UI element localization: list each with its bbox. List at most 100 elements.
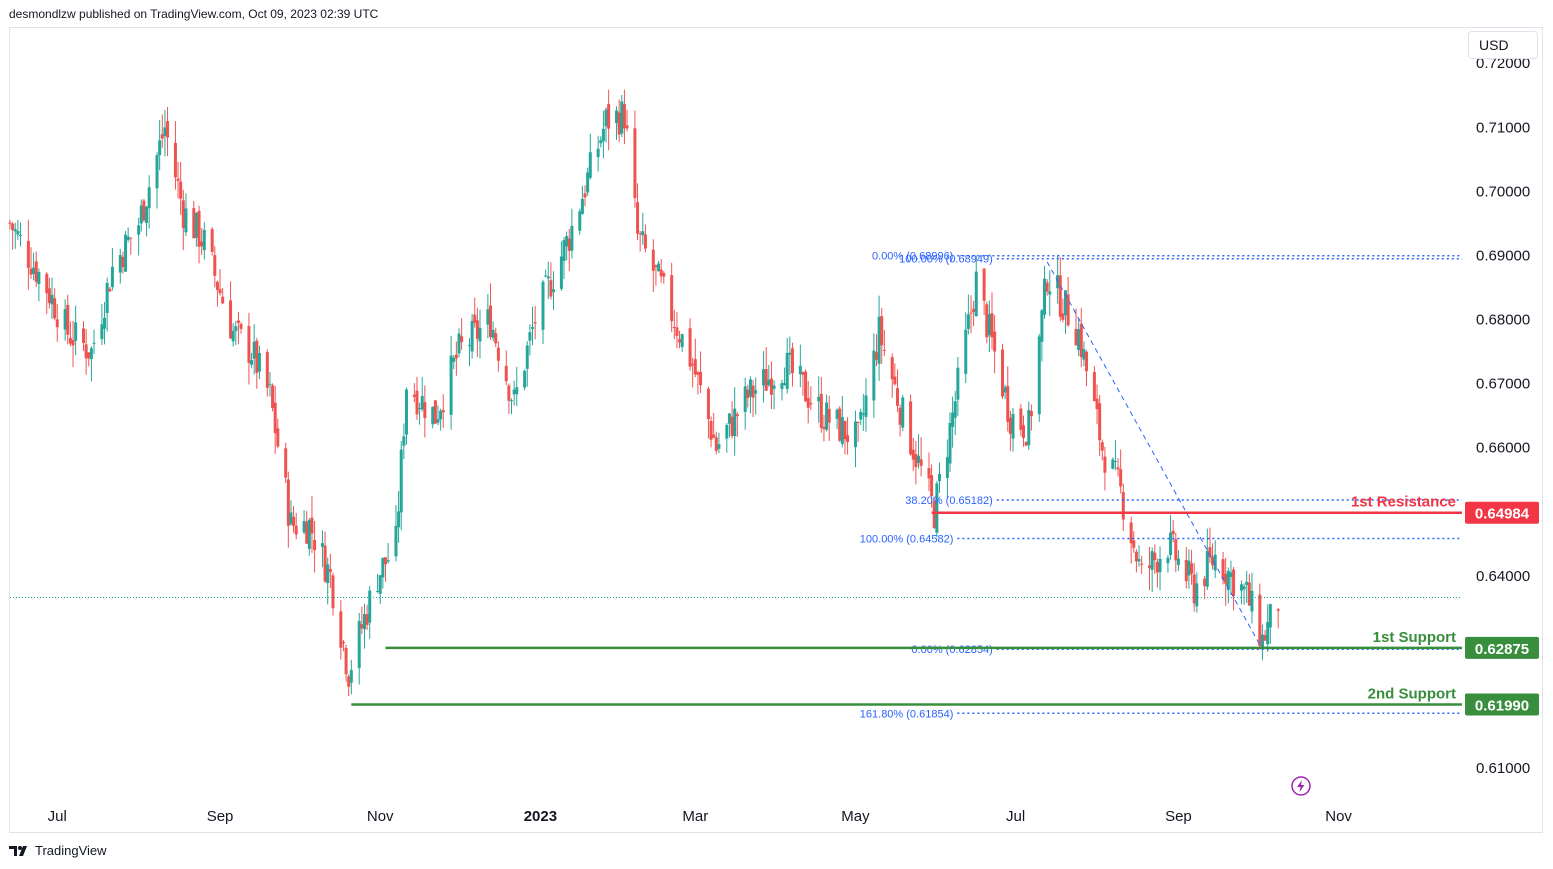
candle-body	[1121, 492, 1125, 520]
candle-body	[780, 383, 784, 390]
candle-body	[286, 479, 290, 526]
candle-body	[1037, 336, 1041, 415]
candle-body	[743, 386, 747, 413]
candle-body	[1155, 562, 1159, 573]
candle-body	[678, 339, 682, 343]
candle-body	[1242, 586, 1246, 590]
candle-body	[531, 327, 535, 329]
candle-body	[155, 155, 159, 189]
candle-body	[1153, 552, 1157, 561]
candle-body	[956, 367, 960, 400]
candle-body	[399, 449, 403, 513]
candle-body	[790, 348, 794, 374]
candle-body	[636, 202, 640, 234]
candle-body	[838, 408, 842, 441]
lightning-icon[interactable]	[1290, 775, 1312, 797]
price-tag-value: 0.62875	[1475, 641, 1529, 658]
candle-body	[1190, 563, 1194, 574]
y-tick-label: 0.71000	[1476, 119, 1530, 136]
candle-body	[570, 225, 574, 251]
candle-body	[103, 317, 107, 329]
candle-body	[599, 140, 603, 144]
candle-body	[549, 280, 553, 297]
candle-body	[397, 511, 401, 528]
candle-body	[911, 449, 915, 460]
candle-body	[1174, 539, 1178, 561]
candle-body	[901, 397, 905, 428]
candle-body	[8, 222, 12, 224]
candle-body	[874, 352, 878, 360]
fib-label: 0.00% (0.62854)	[911, 644, 992, 656]
price-tag-bg	[1465, 501, 1539, 524]
candle-body	[289, 512, 293, 525]
support-label: 1st Support	[1373, 629, 1456, 646]
candle-body	[362, 614, 366, 630]
candle-body	[68, 338, 72, 344]
price-tag-bg	[1465, 693, 1539, 716]
fib-label: 0.00% (0.68996)	[872, 251, 953, 263]
candle-body	[74, 322, 78, 341]
candle-body	[835, 409, 839, 419]
candle-body	[349, 670, 353, 683]
candle-body	[229, 300, 233, 339]
candle-body	[118, 255, 122, 273]
candle-body	[418, 408, 422, 410]
candle-body	[877, 316, 881, 364]
candle-body	[16, 231, 20, 235]
candle-body	[347, 676, 351, 687]
candle-body	[37, 271, 41, 285]
currency-selector[interactable]: USD	[1468, 31, 1538, 59]
candle-body	[383, 557, 387, 565]
candle-body	[92, 342, 96, 344]
candle-body	[1258, 594, 1262, 647]
candle-body	[1061, 313, 1065, 320]
candle-body	[1024, 442, 1028, 446]
candle-body	[762, 369, 766, 386]
candle-body	[163, 127, 167, 136]
candle-body	[147, 187, 151, 209]
candle-body	[882, 349, 886, 351]
candle-body	[1247, 582, 1251, 606]
candle-body	[84, 344, 88, 359]
candle-body	[964, 329, 968, 374]
candle-body	[331, 575, 335, 609]
candle-body	[1192, 574, 1196, 604]
candle-body	[496, 347, 500, 361]
candle-body	[1003, 387, 1007, 393]
candle-body	[785, 352, 789, 389]
candle-body	[194, 212, 198, 238]
candle-body	[945, 457, 949, 479]
candle-body	[494, 333, 498, 344]
candle-body	[433, 400, 437, 424]
candle-body	[819, 393, 823, 428]
candle-body	[1250, 590, 1254, 612]
candle-body	[1169, 532, 1173, 556]
candle-body	[662, 272, 666, 277]
candle-body	[386, 560, 390, 562]
candle-body	[552, 289, 556, 293]
candle-body	[341, 642, 345, 644]
x-tick-label: Nov	[1325, 808, 1352, 825]
candle-body	[139, 205, 143, 224]
candle-body	[368, 590, 372, 623]
candle-body	[402, 436, 406, 446]
candle-body	[725, 425, 729, 439]
candle-body	[696, 372, 700, 375]
candle-body	[859, 411, 863, 420]
candle-body	[431, 406, 435, 425]
candle-body	[1129, 522, 1133, 544]
candle-body	[176, 178, 180, 181]
candle-body	[544, 275, 548, 277]
candle-body	[276, 428, 280, 447]
candle-body	[202, 229, 206, 251]
candle-body	[659, 269, 663, 277]
price-tag-value: 0.64984	[1475, 506, 1530, 523]
candle-body	[381, 557, 385, 578]
candle-body	[1040, 310, 1044, 342]
candle-body	[1111, 459, 1115, 469]
candle-body	[617, 112, 621, 135]
candle-body	[670, 275, 674, 322]
x-tick-label: Nov	[367, 808, 394, 825]
candle-body	[124, 234, 128, 272]
